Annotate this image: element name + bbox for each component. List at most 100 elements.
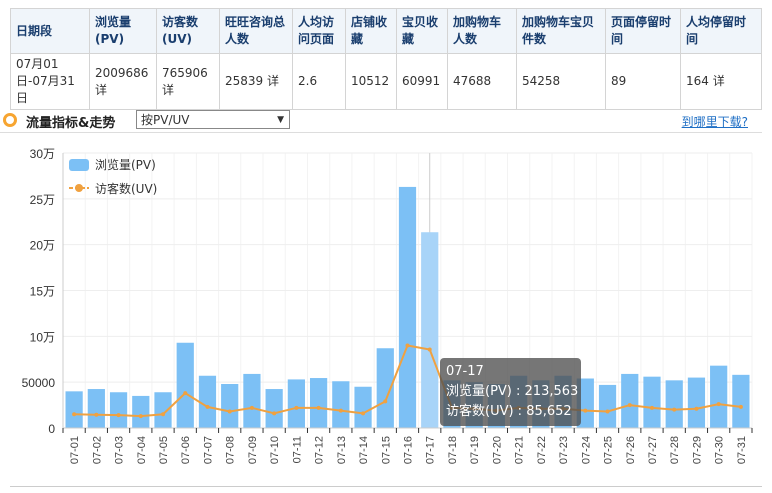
pv-bar [421, 232, 439, 428]
cell[interactable]: 2009686 详 [89, 53, 157, 110]
traffic-chart[interactable]: 0 50000 10万 15万 20万 25万 30万 07-01 07-02 07-03 07-0… [0, 140, 772, 490]
x-tick-label: 07-24 [580, 436, 592, 464]
x-tick-label: 07-27 [647, 436, 659, 464]
x-tick-label: 07-09 [247, 436, 259, 464]
y-tick-label: 15万 [30, 285, 55, 299]
uv-point [672, 407, 677, 412]
x-tick-label: 07-05 [158, 436, 170, 464]
x-tick-label: 07-31 [736, 436, 748, 464]
pv-bar [332, 381, 350, 428]
uv-point [694, 406, 699, 411]
x-tick-label: 07-01 [69, 436, 81, 464]
x-tick-label: 07-29 [691, 436, 703, 464]
pv-bar [287, 379, 305, 428]
col-header: 宝贝收藏 [396, 8, 448, 54]
pv-bar [576, 378, 594, 428]
download-help-link[interactable]: 到哪里下载? [681, 115, 748, 129]
uv-point [72, 412, 77, 417]
pv-bar [354, 386, 372, 428]
x-tick-label: 07-22 [536, 436, 548, 464]
uv-point [627, 403, 632, 408]
x-tick-label: 07-21 [514, 436, 526, 464]
pv-bar [710, 365, 728, 428]
col-header: 店铺收藏 [345, 8, 397, 54]
uv-point [361, 411, 366, 416]
cell: 2.6 [292, 53, 346, 110]
x-tick-label: 07-20 [491, 436, 503, 464]
y-tick-label: 30万 [30, 147, 55, 161]
cell: 47688 [447, 53, 517, 110]
col-header: 加购物车宝贝件数 [516, 8, 606, 54]
pv-bar [65, 391, 83, 428]
pv-bar [376, 348, 394, 428]
x-tick-label: 07-02 [91, 436, 103, 464]
uv-point [94, 412, 99, 417]
pv-bar [176, 342, 194, 428]
cell: 54258 [516, 53, 606, 110]
x-tick-label: 07-18 [447, 436, 459, 464]
pv-bar [265, 389, 283, 428]
x-tick-label: 07-25 [603, 436, 615, 464]
cell: 10512 [345, 53, 397, 110]
chart-tooltip: 07-17 浏览量(PV) : 213,563 访客数(UV) : 85,652 [440, 358, 581, 426]
pv-bar [643, 376, 661, 428]
uv-point [116, 413, 121, 418]
y-tick-label: 20万 [30, 239, 55, 253]
x-tick-label: 07-19 [469, 436, 481, 464]
tooltip-uv: 访客数(UV) : 85,652 [446, 404, 572, 419]
x-tick-label: 07-06 [180, 436, 192, 464]
pv-bar [398, 186, 417, 428]
section-title: 流量指标&走势 [26, 116, 116, 131]
legend-uv-label: 访客数(UV) [95, 181, 157, 196]
pv-bar [309, 378, 328, 428]
col-header: 浏览量(PV) [89, 8, 157, 54]
uv-point [605, 409, 610, 414]
col-header: 人均停留时间 [680, 8, 762, 54]
uv-point [427, 347, 432, 352]
cell: 89 [605, 53, 681, 110]
x-tick-label: 07-11 [291, 436, 303, 463]
x-tick-label: 07-17 [425, 436, 437, 464]
y-tick-label: 10万 [30, 330, 55, 344]
uv-point [716, 402, 721, 407]
y-tick-label: 50000 [22, 376, 56, 390]
col-header: 旺旺咨询总人数 [219, 8, 293, 54]
y-tick-label: 25万 [30, 193, 55, 207]
uv-point [405, 343, 410, 348]
tooltip-pv: 浏览量(PV) : 213,563 [446, 384, 579, 399]
uv-point [649, 405, 654, 410]
x-tick-label: 07-07 [202, 436, 214, 464]
cell[interactable]: 164 详 [680, 53, 762, 110]
x-tick-label: 07-04 [136, 436, 148, 464]
col-header: 页面停留时间 [605, 8, 681, 54]
uv-point [272, 411, 277, 416]
dropdown-arrow-icon: ▼ [277, 115, 284, 125]
x-tick-label: 07-12 [314, 436, 326, 464]
summary-data-row: 07月01日-07月31日 2009686 详 765906 详 25839 详… [10, 53, 762, 110]
legend-pv-label: 浏览量(PV) [95, 157, 156, 172]
section-header: 流量指标&走势 按PV/UV ▼ 到哪里下载? [0, 108, 762, 133]
x-tick-label: 07-08 [225, 436, 237, 464]
pv-bar [598, 384, 617, 428]
cell[interactable]: 765906 详 [156, 53, 220, 110]
col-header: 人均访问页面 [292, 8, 346, 54]
pv-bar [154, 392, 172, 428]
pv-bar [665, 380, 683, 428]
uv-point [338, 408, 343, 413]
cell[interactable]: 25839 详 [219, 53, 293, 110]
pv-bar [621, 373, 639, 428]
metric-select[interactable]: 按PV/UV ▼ [136, 110, 290, 129]
divider [0, 132, 762, 133]
cell: 07月01日-07月31日 [10, 53, 90, 110]
uv-point [294, 405, 299, 410]
tooltip-date: 07-17 [446, 364, 484, 379]
x-tick-label: 07-03 [114, 436, 126, 464]
uv-point [738, 404, 743, 409]
bottom-table-edge [10, 486, 762, 493]
x-tick-label: 07-16 [403, 436, 415, 464]
x-tick-label: 07-26 [625, 436, 637, 464]
pv-bar [132, 395, 150, 428]
uv-point [249, 405, 254, 410]
x-tick-label: 07-13 [336, 436, 348, 464]
uv-point [161, 412, 166, 417]
